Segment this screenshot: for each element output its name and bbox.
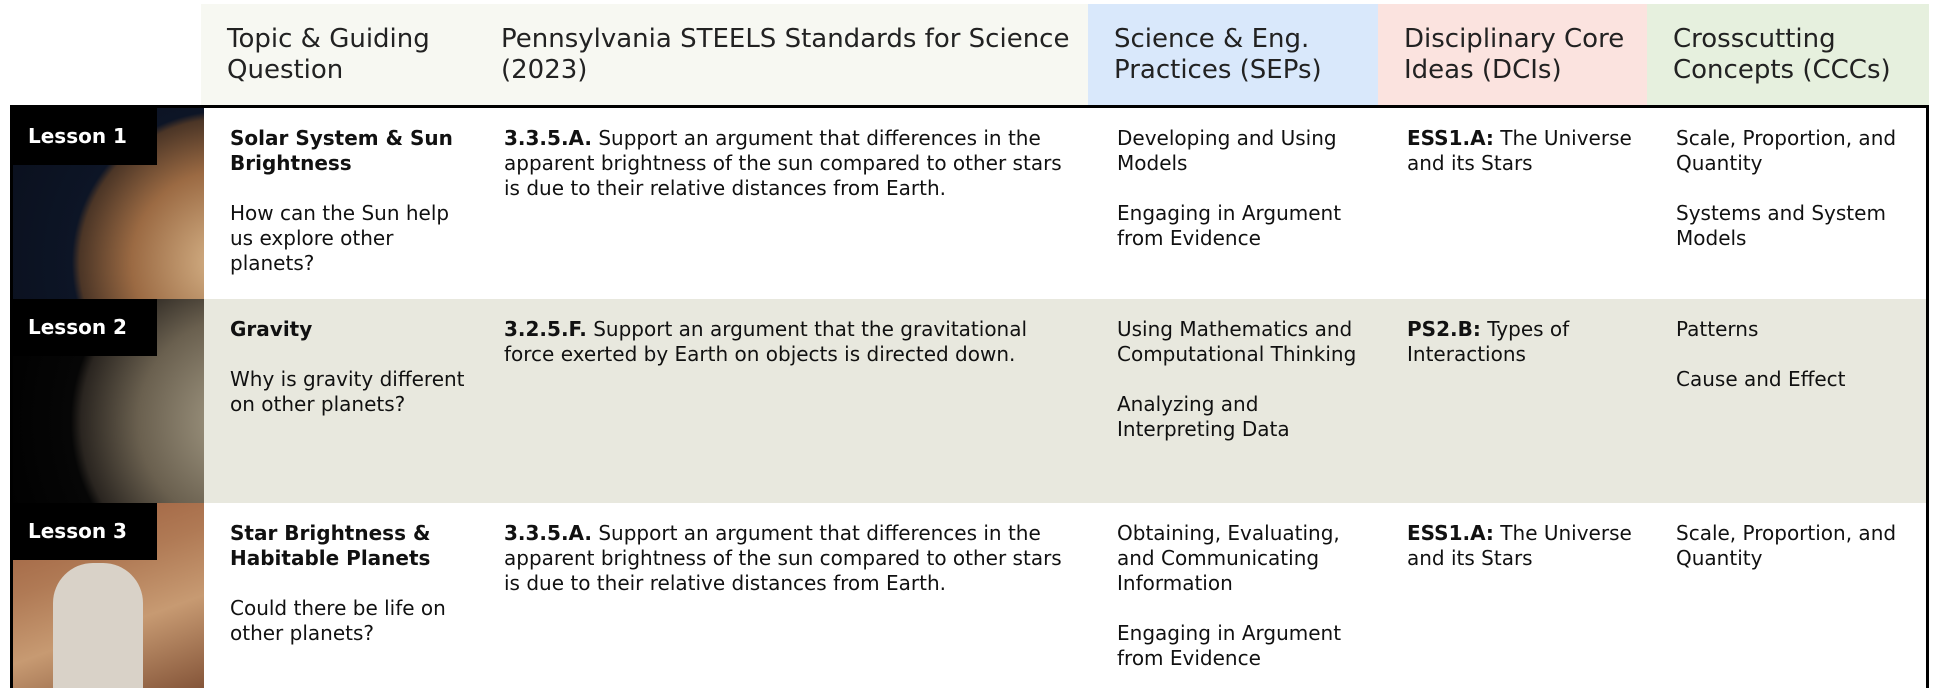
header-cell: Crosscutting Concepts (CCCs): [1647, 4, 1929, 105]
header-cell: Topic & Guiding Question: [201, 4, 475, 105]
standard-text: Support an argument that differences in …: [504, 521, 1062, 595]
ccc-cell: Scale, Proportion, and Quantity Systems a…: [1650, 108, 1926, 301]
dci: ESS1.A: The Universe and its Stars: [1407, 126, 1638, 176]
ccc-item: Scale, Proportion, and Quantity: [1676, 521, 1897, 570]
dci-text: The Universe and its Stars: [1407, 126, 1632, 175]
topic-title: Star Brightness & Habitable Planets: [230, 521, 431, 570]
dci-cell: ESS1.A: The Universe and its Stars: [1381, 503, 1650, 688]
standard-cell: 3.3.5.A. Support an argument that differ…: [478, 503, 1091, 688]
ccc-item: Cause and Effect: [1676, 367, 1846, 391]
standard: 3.2.5.F. Support an argument that the gr…: [504, 317, 1079, 367]
guiding-question: Could there be life on other planets?: [230, 596, 446, 645]
dci-text: Types of Interactions: [1407, 317, 1570, 366]
lesson-label: Lesson 3: [13, 503, 157, 560]
standard-text: Support an argument that the gravitation…: [504, 317, 1028, 366]
lesson-label: Lesson 1: [13, 108, 157, 165]
sep-item: Engaging in Argument from Evidence: [1117, 621, 1342, 670]
dci-code: ESS1.A:: [1407, 521, 1494, 545]
lesson-row: Lesson 1 Solar System & Sun Brightness How…: [13, 108, 1926, 301]
sep-item: Engaging in Argument from Evidence: [1117, 201, 1342, 250]
table-body: Lesson 1 Solar System & Sun Brightness How…: [10, 105, 1929, 688]
ccc-item: Patterns: [1676, 317, 1759, 341]
header-blank: [10, 4, 201, 105]
sep-cell: Obtaining, Evaluating, and Communicating…: [1091, 503, 1381, 688]
dci-text: The Universe and its Stars: [1407, 521, 1632, 570]
astronaut: [53, 563, 143, 688]
standard: 3.3.5.A. Support an argument that differ…: [504, 126, 1079, 201]
lesson-image: Lesson 2: [13, 299, 204, 503]
dci-code: ESS1.A:: [1407, 126, 1494, 150]
topic-cell: Solar System & Sun Brightness How can the…: [204, 108, 478, 301]
ccc-item: Systems and System Models: [1676, 201, 1886, 250]
standard-code: 3.2.5.F.: [504, 317, 587, 341]
ccc-item: Scale, Proportion, and Quantity: [1676, 126, 1897, 175]
lesson-row: Lesson 2 Gravity Why is gravity different …: [13, 299, 1926, 503]
standard-code: 3.3.5.A.: [504, 521, 592, 545]
ccc-cell: Scale, Proportion, and Quantity: [1650, 503, 1926, 688]
ccc-cell: Patterns Cause and Effect: [1650, 299, 1926, 503]
dci-code: PS2.B:: [1407, 317, 1481, 341]
header-cell: Pennsylvania STEELS Standards for Scienc…: [475, 4, 1088, 105]
topic-title: Solar System & Sun Brightness: [230, 126, 453, 175]
dci-cell: PS2.B: Types of Interactions: [1381, 299, 1650, 503]
guiding-question: Why is gravity different on other planet…: [230, 367, 465, 416]
lesson-image: Lesson 3: [13, 503, 204, 688]
sep-cell: Using Mathematics and Computational Thin…: [1091, 299, 1381, 503]
standard-code: 3.3.5.A.: [504, 126, 592, 150]
dci-cell: ESS1.A: The Universe and its Stars: [1381, 108, 1650, 301]
lesson-row: Lesson 3 Star Brightness & Habitable Plan…: [13, 503, 1926, 688]
guiding-question: How can the Sun help us explore other pl…: [230, 201, 450, 275]
standard: 3.3.5.A. Support an argument that differ…: [504, 521, 1079, 596]
topic-cell: Gravity Why is gravity different on other…: [204, 299, 478, 503]
lesson-label: Lesson 2: [13, 299, 157, 356]
sep-cell: Developing and Using Models Engaging in A…: [1091, 108, 1381, 301]
standard-cell: 3.2.5.F. Support an argument that the gr…: [478, 299, 1091, 503]
lesson-image: Lesson 1: [13, 108, 204, 301]
sep-item: Obtaining, Evaluating, and Communicating…: [1117, 521, 1340, 595]
standards-table: Topic & Guiding Question Pennsylvania ST…: [10, 4, 1929, 688]
topic-title: Gravity: [230, 317, 313, 341]
standard-text: Support an argument that differences in …: [504, 126, 1062, 200]
header-cell: Science & Eng. Practices (SEPs): [1088, 4, 1378, 105]
dci: ESS1.A: The Universe and its Stars: [1407, 521, 1638, 571]
sep-item: Developing and Using Models: [1117, 126, 1337, 175]
topic-cell: Star Brightness & Habitable Planets Could…: [204, 503, 478, 688]
standard-cell: 3.3.5.A. Support an argument that differ…: [478, 108, 1091, 301]
header-cell: Disciplinary Core Ideas (DCIs): [1378, 4, 1647, 105]
dci: PS2.B: Types of Interactions: [1407, 317, 1638, 367]
header-row: Topic & Guiding Question Pennsylvania ST…: [10, 4, 1929, 105]
sep-item: Using Mathematics and Computational Thin…: [1117, 317, 1357, 366]
sep-item: Analyzing and Interpreting Data: [1117, 392, 1290, 441]
